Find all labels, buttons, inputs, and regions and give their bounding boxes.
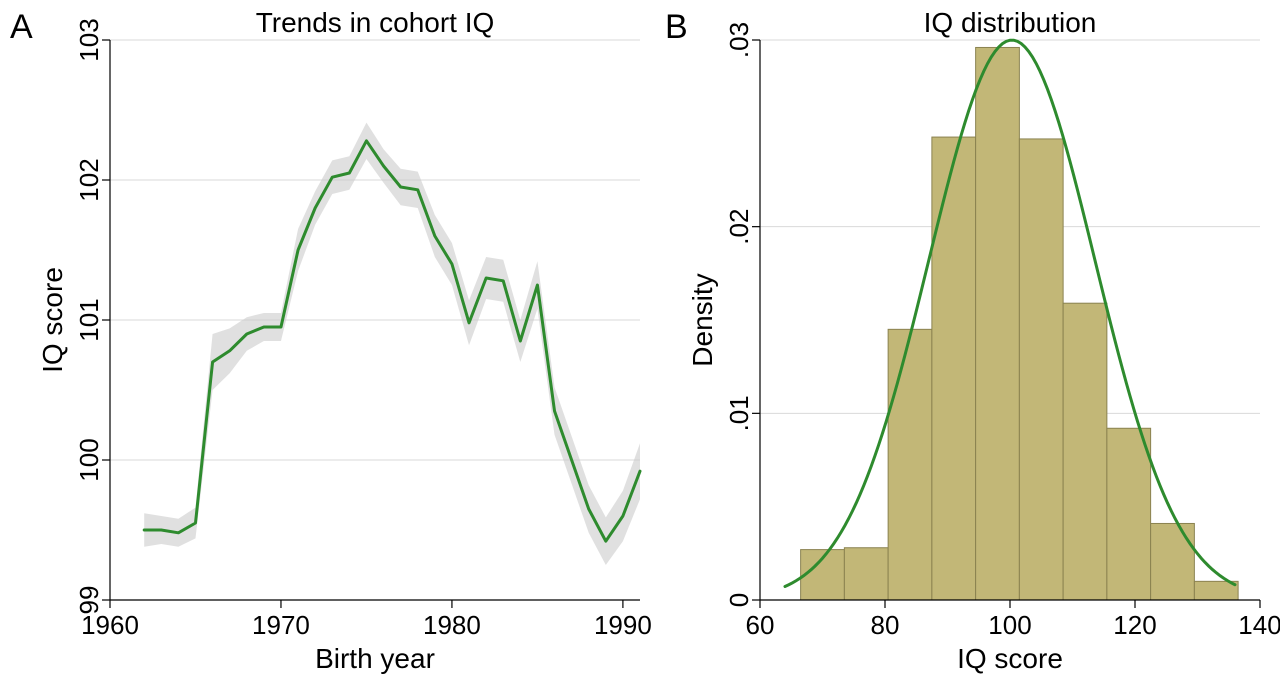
panel-b-x-tick-label: 80 bbox=[871, 610, 900, 640]
panel-a-y-tick-label: 103 bbox=[74, 18, 104, 61]
panel-b-y-tick-label: .01 bbox=[724, 395, 754, 431]
panel-b-bar bbox=[932, 137, 976, 600]
panel-a-y-tick-label: 101 bbox=[74, 298, 104, 341]
panel-b: B IQ distribution 60 80 100 120 140 0 .01 .02 .03 I… bbox=[665, 7, 1280, 674]
panel-a-x-tick-label: 1970 bbox=[252, 610, 310, 640]
panel-b-x-tick-label: 140 bbox=[1238, 610, 1280, 640]
panel-b-bar bbox=[888, 329, 932, 600]
panel-a-x-tick-label: 1990 bbox=[594, 610, 652, 640]
panel-b-x-tick-label: 100 bbox=[988, 610, 1031, 640]
panel-a-title: Trends in cohort IQ bbox=[256, 7, 495, 38]
figure-svg: ATrends in cohort IQ19601970198019909910… bbox=[0, 0, 1280, 689]
panel-b-y-tick-label: .03 bbox=[724, 22, 754, 58]
panel-b-bar bbox=[1063, 303, 1107, 600]
panel-a-y-tick-label: 100 bbox=[74, 438, 104, 481]
panel-b-y-label: Density bbox=[687, 273, 718, 366]
panel-a-x-tick-label: 1980 bbox=[423, 610, 481, 640]
panel-b-bar bbox=[1107, 428, 1151, 600]
panel-a-y-label: IQ score bbox=[37, 267, 68, 373]
panel-b-x-label: IQ score bbox=[957, 643, 1063, 674]
panel-b-y-tick-label: .02 bbox=[724, 209, 754, 245]
panel-a-y-tick-label: 99 bbox=[74, 586, 104, 615]
panel-b-y-tick-label: 0 bbox=[724, 593, 754, 607]
panel-a-y-tick-label: 102 bbox=[74, 158, 104, 201]
panel-b-bar bbox=[844, 548, 888, 600]
panel-b-title: IQ distribution bbox=[924, 7, 1097, 38]
panel-a: ATrends in cohort IQ19601970198019909910… bbox=[10, 7, 652, 674]
panel-b-x-tick-label: 60 bbox=[746, 610, 775, 640]
figure-container: ATrends in cohort IQ19601970198019909910… bbox=[0, 0, 1280, 689]
panel-a-letter: A bbox=[10, 8, 33, 46]
panel-b-bar bbox=[1019, 139, 1063, 600]
panel-a-confidence-band bbox=[144, 123, 640, 565]
panel-b-x-tick-label: 120 bbox=[1113, 610, 1156, 640]
panel-b-bar bbox=[1151, 523, 1195, 600]
panel-b-letter: B bbox=[665, 8, 688, 46]
panel-a-x-label: Birth year bbox=[315, 643, 435, 674]
panel-b-bar bbox=[976, 47, 1020, 600]
